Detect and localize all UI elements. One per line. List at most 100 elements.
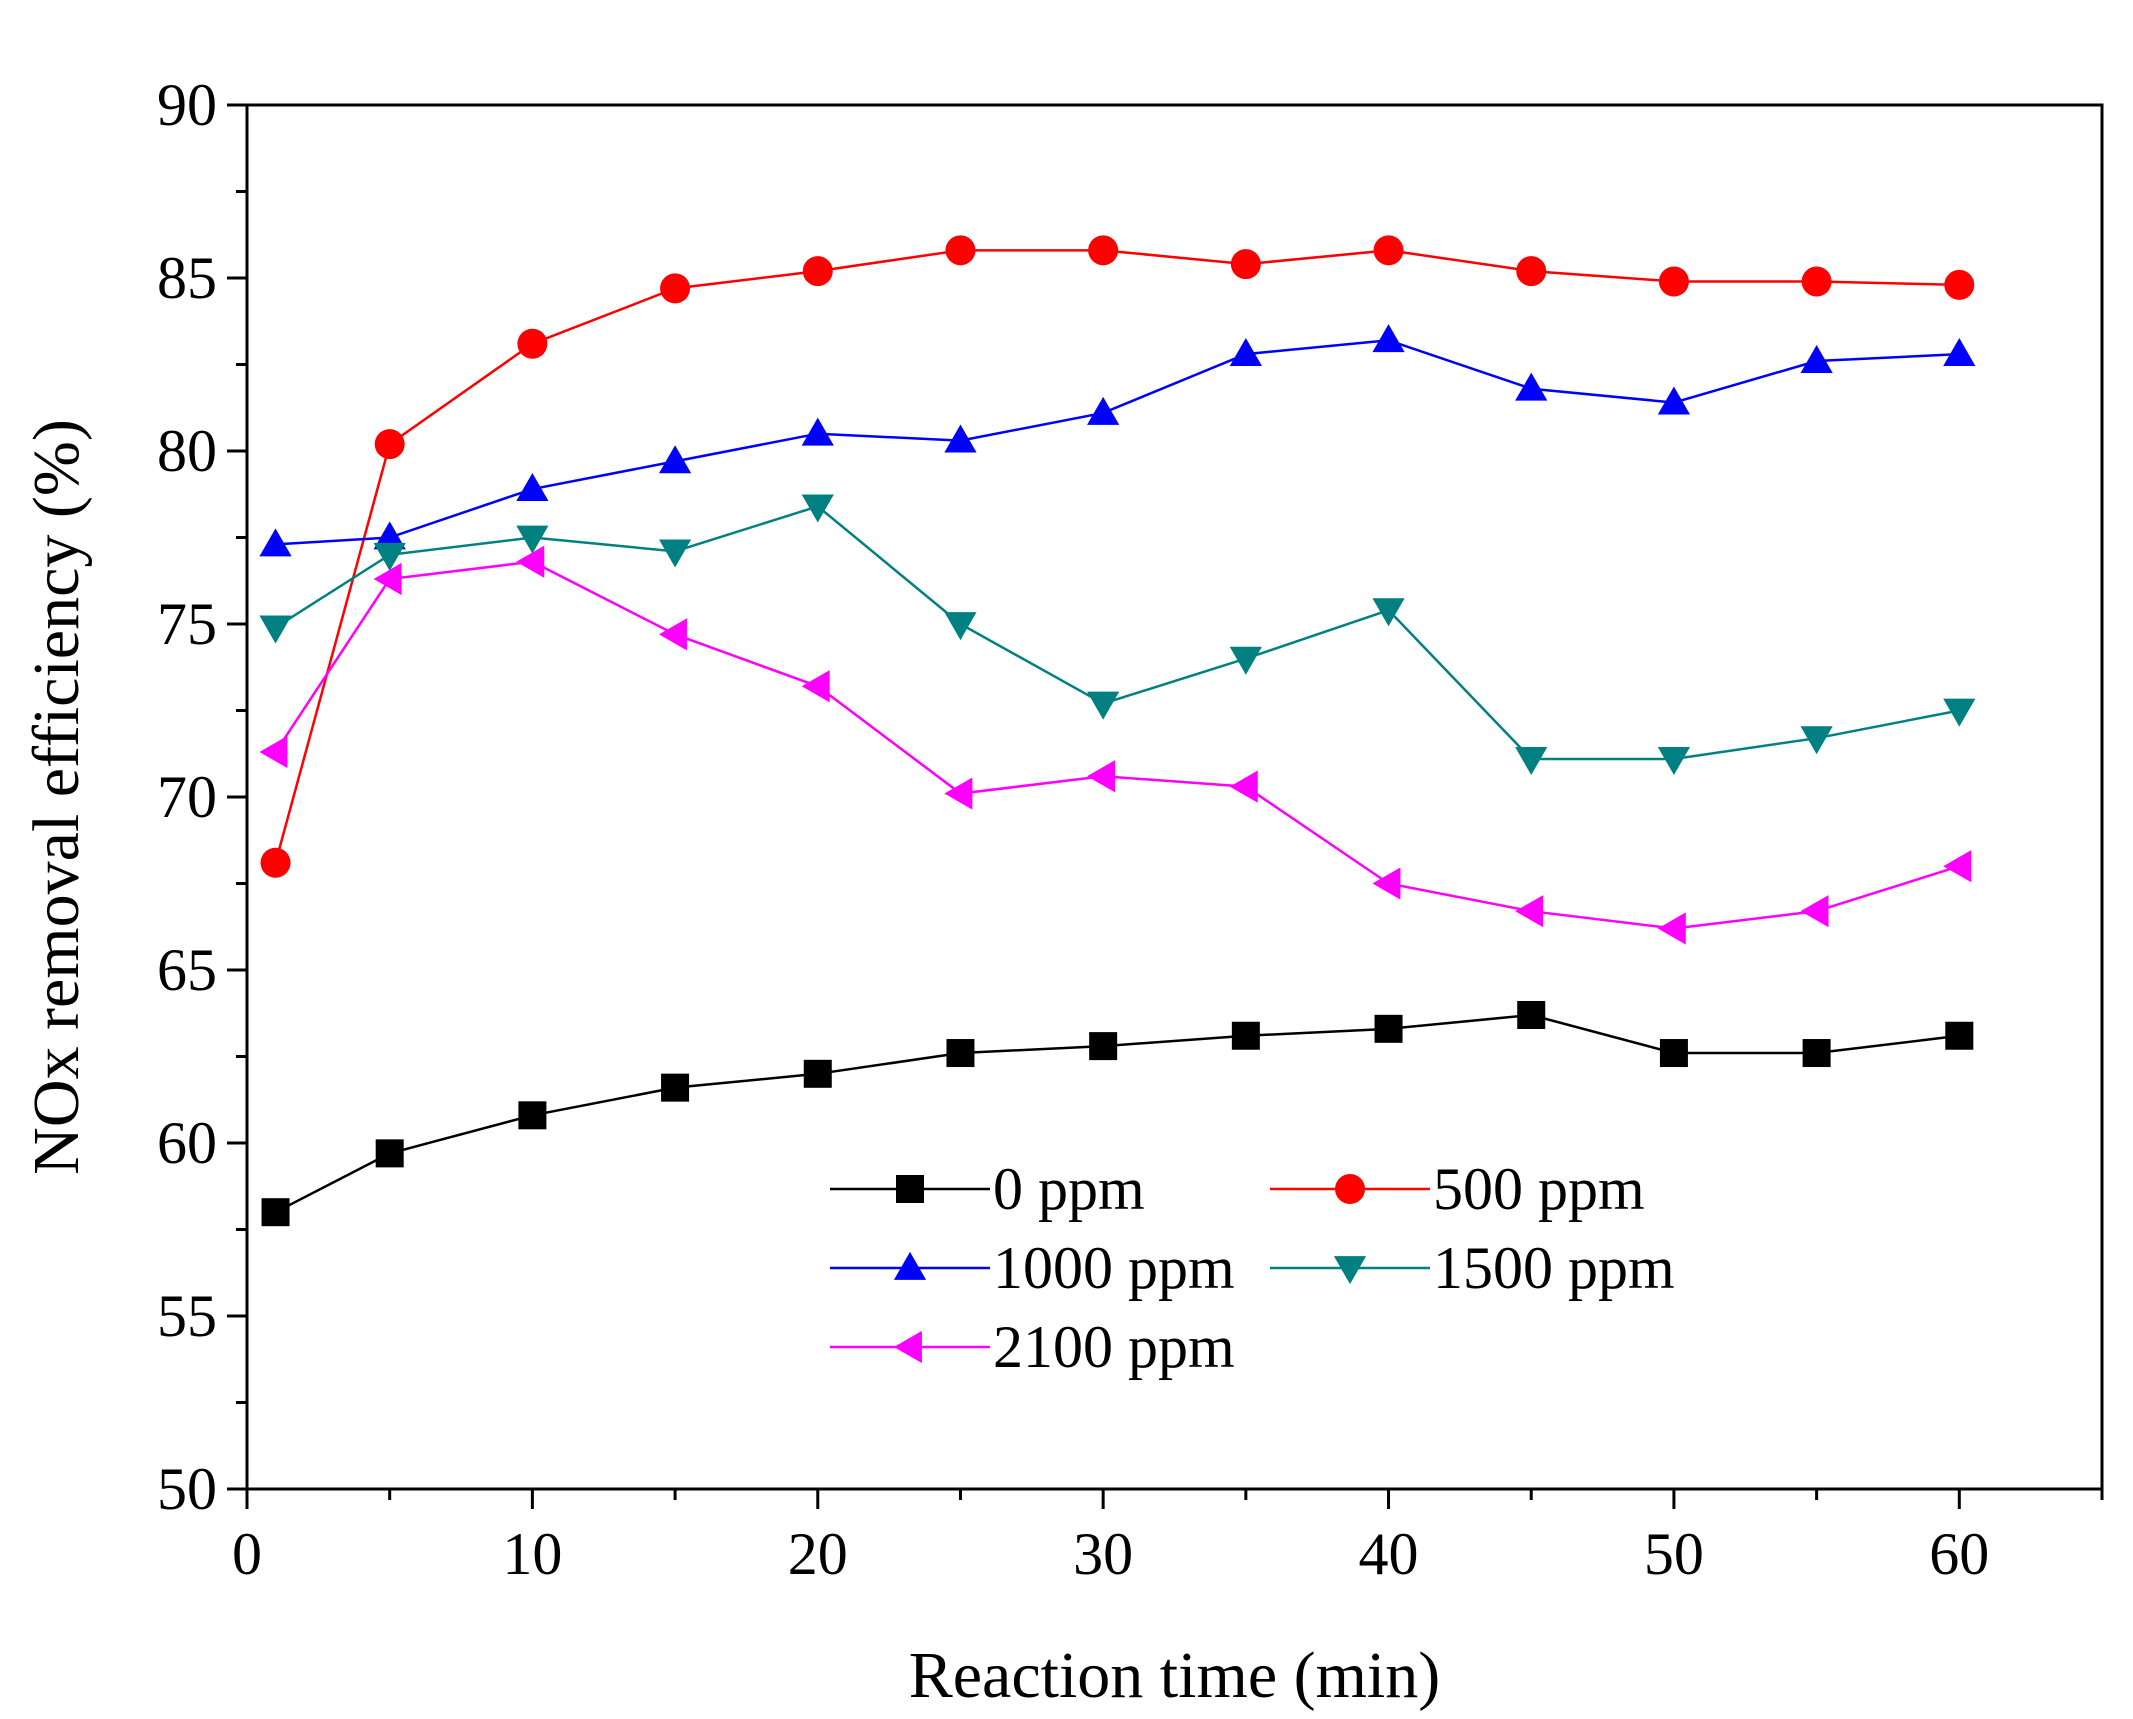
data-point xyxy=(944,777,973,810)
data-point xyxy=(1943,698,1976,727)
data-point xyxy=(374,429,405,460)
series-1500-ppm xyxy=(259,494,1976,776)
legend-marker xyxy=(893,1330,922,1364)
data-point xyxy=(661,1073,690,1102)
y-tick-label: 55 xyxy=(157,1283,217,1349)
data-point xyxy=(1088,235,1119,266)
data-point xyxy=(1373,235,1404,266)
data-point xyxy=(1515,372,1548,401)
data-point xyxy=(1087,691,1120,720)
x-tick-label: 50 xyxy=(1644,1521,1704,1587)
y-axis-label: NOx removal efficiency (%) xyxy=(20,419,93,1175)
series-line xyxy=(274,560,1960,930)
data-point xyxy=(803,1059,832,1088)
data-point xyxy=(945,235,976,266)
data-point xyxy=(1943,338,1976,367)
axes: 0 10 20 30 40 50 60 50 55 60 65 70 75 80 85 90 xyxy=(157,72,2104,1587)
data-point xyxy=(516,525,549,554)
y-tick-label: 70 xyxy=(157,764,217,830)
data-point xyxy=(658,618,687,651)
data-point xyxy=(1372,598,1405,627)
data-point xyxy=(516,472,549,501)
data-point xyxy=(1657,386,1691,415)
data-point xyxy=(1801,266,1832,297)
series-1000-ppm xyxy=(259,324,1976,557)
y-tick-label: 50 xyxy=(157,1456,217,1522)
data-point xyxy=(1945,1021,1974,1050)
data-point xyxy=(660,273,691,304)
x-tick-label: 20 xyxy=(788,1521,848,1587)
data-point xyxy=(1517,1000,1546,1029)
legend-item: 2100 ppm xyxy=(830,1314,1235,1380)
data-point xyxy=(1943,850,1972,883)
data-point xyxy=(1372,867,1401,900)
plot-area xyxy=(259,235,1976,1227)
legend-item: 0 ppm xyxy=(830,1156,1145,1222)
data-point xyxy=(944,424,977,453)
legend-label: 1000 ppm xyxy=(993,1235,1235,1301)
y-tick-label: 80 xyxy=(157,418,217,484)
legend-label: 2100 ppm xyxy=(993,1314,1235,1380)
data-point xyxy=(518,1101,547,1130)
data-point xyxy=(517,328,548,359)
y-tick-label: 85 xyxy=(157,245,217,311)
data-point xyxy=(1657,912,1686,945)
data-point xyxy=(1800,344,1833,373)
data-point xyxy=(801,494,834,523)
data-point xyxy=(516,545,545,578)
data-point xyxy=(373,542,406,571)
y-tick-label: 90 xyxy=(157,72,217,138)
data-point xyxy=(944,612,977,641)
data-point xyxy=(1944,269,1975,300)
legend-label: 500 ppm xyxy=(1433,1156,1645,1222)
legend-label: 1500 ppm xyxy=(1433,1235,1675,1301)
legend-marker xyxy=(1333,1256,1367,1285)
data-point xyxy=(1231,1021,1260,1050)
data-point xyxy=(1087,760,1116,793)
data-point xyxy=(801,417,834,446)
data-point xyxy=(1372,324,1405,353)
data-point xyxy=(1657,747,1691,776)
data-point xyxy=(1800,895,1829,928)
y-tick-label: 75 xyxy=(157,591,217,657)
data-point xyxy=(259,528,292,557)
data-point xyxy=(658,539,692,568)
data-point xyxy=(1515,747,1548,776)
data-point xyxy=(1229,770,1258,803)
data-point xyxy=(1229,338,1262,367)
legend-item: 500 ppm xyxy=(1270,1156,1645,1222)
data-point xyxy=(260,847,291,878)
data-point xyxy=(259,735,288,769)
data-point xyxy=(1658,266,1689,297)
x-tick-label: 60 xyxy=(1929,1521,1989,1587)
legend-item: 1500 ppm xyxy=(1270,1235,1675,1301)
data-point xyxy=(1659,1039,1688,1068)
data-point xyxy=(1516,256,1547,287)
series-0-ppm xyxy=(261,1000,1974,1227)
data-point xyxy=(375,1139,404,1168)
data-point xyxy=(259,615,292,644)
y-tick-label: 60 xyxy=(157,1110,217,1176)
x-tick-label: 30 xyxy=(1073,1521,1133,1587)
series-2100-ppm xyxy=(259,545,1972,945)
data-point xyxy=(1230,249,1261,280)
series-500-ppm xyxy=(260,235,1975,878)
legend-marker xyxy=(893,1251,927,1280)
data-point xyxy=(801,670,830,703)
data-point xyxy=(1087,396,1120,425)
legend: 0 ppm 500 ppm 1000 ppm 1500 ppm 2100 ppm xyxy=(830,1156,1675,1380)
data-point xyxy=(1515,895,1544,928)
data-point xyxy=(1802,1039,1831,1068)
x-tick-label: 10 xyxy=(502,1521,562,1587)
data-point xyxy=(373,521,406,550)
data-point xyxy=(261,1198,290,1227)
x-tick-label: 0 xyxy=(232,1521,262,1587)
legend-item: 1000 ppm xyxy=(830,1235,1235,1301)
x-axis-label: Reaction time (min) xyxy=(909,1639,1441,1712)
data-point xyxy=(802,256,833,287)
y-tick-label: 65 xyxy=(157,937,217,1003)
data-point xyxy=(658,445,692,474)
data-point xyxy=(1800,726,1833,755)
